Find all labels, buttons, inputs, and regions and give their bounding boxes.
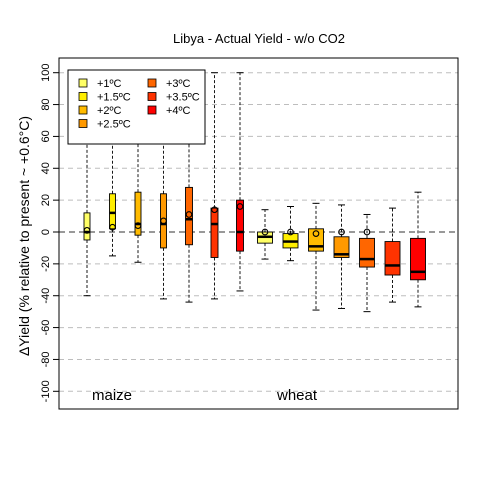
plot-frame — [58, 57, 459, 410]
box — [109, 193, 116, 230]
legend-swatch — [78, 92, 88, 101]
y-tick-label: -100 — [40, 380, 52, 402]
legend-swatch — [147, 78, 157, 88]
legend-swatch — [147, 105, 157, 115]
mean-marker — [363, 228, 371, 236]
mean-marker — [287, 228, 294, 236]
y-tick-label: 100 — [40, 64, 52, 82]
y-axis-label: ΔYield (% relative to present ~ +0.6°C) — [16, 116, 32, 356]
box — [236, 199, 244, 252]
box — [210, 207, 219, 258]
y-tick-label: -80 — [40, 351, 52, 367]
legend-label: +3.5ºC — [166, 92, 200, 104]
legend-label: +4ºC — [166, 105, 191, 117]
mean-marker — [261, 228, 269, 236]
crop-label-wheat: wheat — [276, 387, 318, 404]
box — [308, 228, 324, 252]
y-tick-label: 80 — [40, 98, 52, 110]
y-tick-label: 60 — [40, 130, 52, 142]
mean-marker — [236, 203, 244, 210]
y-tick-label: -40 — [40, 288, 52, 304]
mean-marker — [185, 211, 193, 218]
legend-swatch — [78, 119, 88, 128]
legend-swatch — [78, 78, 88, 88]
y-tick-label: 20 — [40, 194, 52, 206]
y-tick-label: -60 — [40, 320, 52, 336]
box — [333, 236, 350, 258]
box — [384, 241, 401, 276]
box — [410, 237, 426, 281]
y-tick-label: -20 — [40, 256, 52, 272]
y-axis: -100 -80 -60 -40 -20 0 20 40 60 80 100 — [40, 64, 59, 402]
legend-label: +2ºC — [97, 105, 122, 117]
mean-marker — [160, 217, 167, 225]
crop-labels: maize wheat — [92, 387, 318, 404]
mean-marker — [134, 222, 142, 229]
box — [83, 212, 91, 241]
crop-label-maize: maize — [92, 387, 132, 404]
box — [359, 237, 375, 268]
mean-marker — [109, 223, 116, 231]
legend-label: +1ºC — [97, 78, 122, 90]
legend-label: +1.5ºC — [97, 92, 131, 104]
legend-swatch — [78, 105, 88, 115]
box — [185, 186, 193, 246]
mean-marker — [338, 228, 345, 236]
box — [160, 193, 167, 249]
mean-marker — [211, 206, 218, 214]
y-tick-label: 0 — [40, 229, 52, 235]
legend-box — [67, 69, 206, 145]
legend: +1ºC +1.5ºC+2ºC +2.5ºC +3ºC +3.5ºC+4ºC — [67, 69, 206, 145]
box — [134, 191, 142, 236]
chart-title: Libya - Actual Yield - w/o CO2 — [173, 31, 345, 46]
legend-label: +2.5ºC — [97, 119, 131, 131]
mean-marker — [83, 227, 91, 234]
mean-marker — [312, 230, 320, 237]
legend-swatch — [147, 92, 157, 101]
legend-label: +3ºC — [166, 78, 191, 90]
y-tick-label: 40 — [40, 162, 52, 174]
